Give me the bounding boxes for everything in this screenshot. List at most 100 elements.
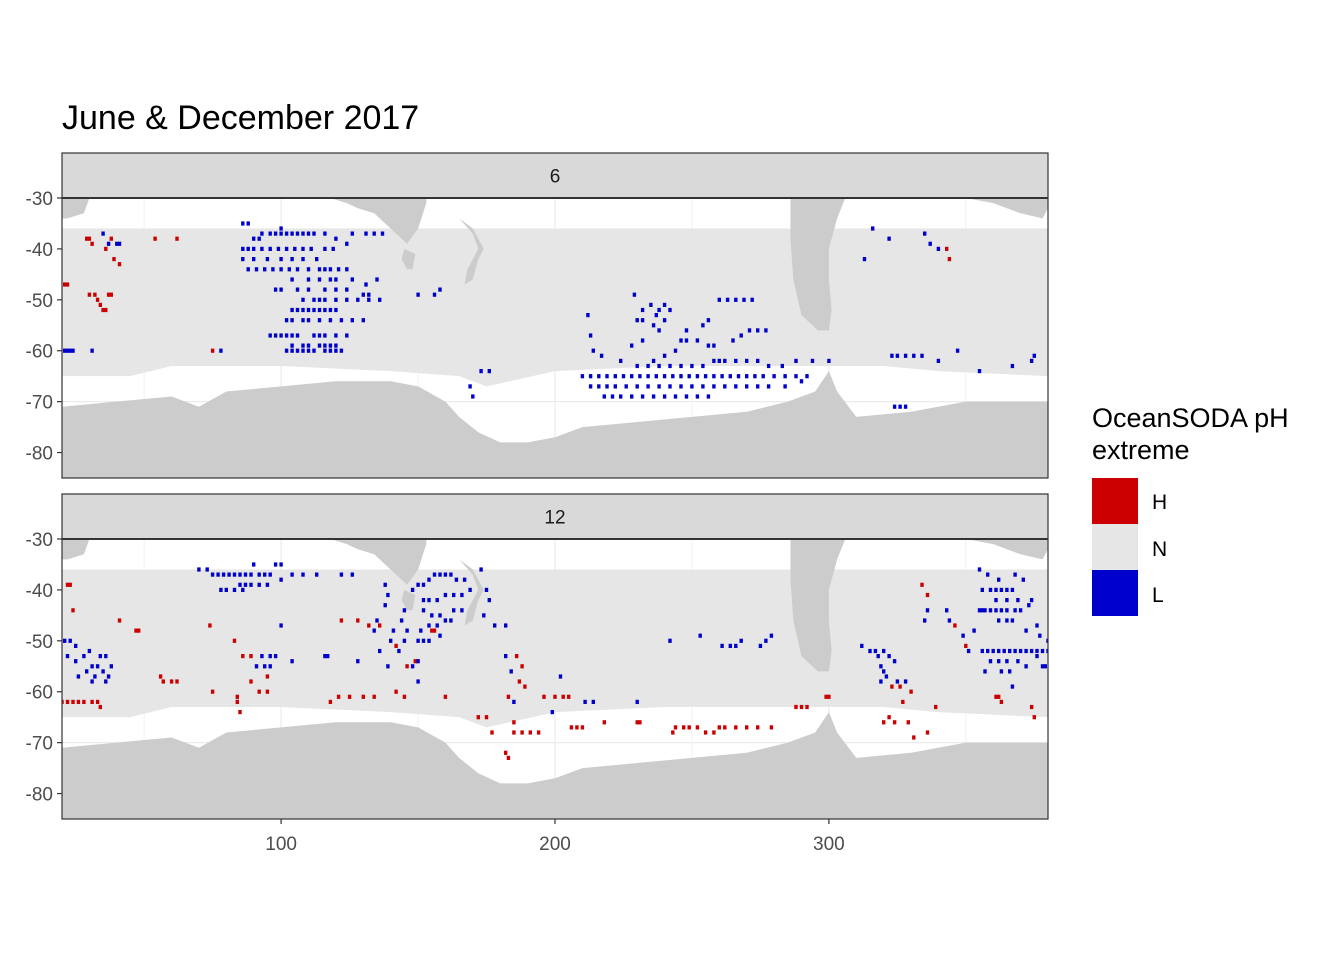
cell-low bbox=[350, 318, 354, 323]
cell-low bbox=[452, 592, 456, 598]
cell-low bbox=[745, 374, 749, 379]
cell-low bbox=[438, 633, 442, 638]
cell-low bbox=[421, 582, 426, 587]
cell-low bbox=[903, 404, 908, 409]
cell-low bbox=[293, 246, 297, 251]
cell-low bbox=[427, 577, 431, 582]
cell-low bbox=[279, 562, 283, 567]
cell-low bbox=[630, 374, 634, 379]
cell-high bbox=[378, 623, 382, 628]
y-tick-label: -60 bbox=[26, 683, 53, 704]
cell-high bbox=[235, 699, 239, 704]
legend-key-normal bbox=[1092, 524, 1138, 570]
cell-low bbox=[323, 297, 327, 302]
cell-low bbox=[438, 287, 442, 292]
cell-low bbox=[109, 664, 113, 669]
cell-low bbox=[734, 643, 738, 648]
cell-high bbox=[892, 720, 897, 725]
cell-high bbox=[158, 674, 163, 679]
cell-low bbox=[988, 587, 993, 592]
cell-high bbox=[169, 679, 174, 684]
cell-low bbox=[312, 307, 316, 313]
cell-low bbox=[416, 292, 420, 297]
cell-high bbox=[65, 282, 70, 287]
cell-low bbox=[290, 333, 294, 338]
cell-low bbox=[936, 246, 941, 251]
cell-low bbox=[668, 363, 672, 369]
cell-low bbox=[1046, 648, 1048, 654]
cell-low bbox=[284, 333, 289, 338]
cell-high bbox=[512, 720, 516, 725]
cell-low bbox=[668, 384, 672, 389]
cell-low bbox=[756, 384, 760, 389]
cell-low bbox=[90, 679, 94, 684]
cell-low bbox=[583, 699, 587, 704]
cell-high bbox=[210, 689, 215, 694]
cell-high bbox=[947, 257, 952, 262]
land-mass bbox=[790, 539, 846, 672]
land-mass bbox=[459, 559, 484, 626]
cell-low bbox=[410, 664, 415, 669]
cell-low bbox=[630, 394, 634, 399]
cell-low bbox=[862, 257, 867, 262]
cell-low bbox=[391, 628, 396, 633]
cell-high bbox=[504, 750, 508, 755]
cell-low bbox=[1005, 659, 1009, 664]
cell-low bbox=[1005, 608, 1009, 613]
cell-low bbox=[312, 348, 316, 353]
cell-high bbox=[925, 592, 930, 598]
cell-low bbox=[586, 313, 590, 318]
cell-high bbox=[235, 694, 239, 699]
cell-high bbox=[328, 699, 333, 704]
cell-low bbox=[668, 307, 672, 313]
cell-low bbox=[997, 659, 1001, 664]
cell-low bbox=[734, 297, 738, 302]
cell-low bbox=[90, 348, 94, 353]
cell-high bbox=[569, 725, 574, 730]
cell-high bbox=[249, 679, 253, 684]
cell-low bbox=[87, 648, 92, 654]
cell-low bbox=[416, 679, 420, 684]
cell-low bbox=[920, 353, 924, 358]
cell-low bbox=[635, 384, 639, 389]
cell-high bbox=[68, 582, 72, 587]
cell-low bbox=[879, 679, 883, 684]
cell-high bbox=[394, 689, 398, 694]
cell-low bbox=[482, 613, 486, 618]
cell-low bbox=[558, 674, 563, 679]
cell-low bbox=[999, 608, 1004, 613]
cell-low bbox=[386, 592, 390, 598]
cell-high bbox=[394, 643, 398, 648]
cell-high bbox=[402, 694, 407, 699]
cell-low bbox=[197, 567, 201, 572]
cell-low bbox=[599, 353, 604, 358]
cell-low bbox=[323, 287, 327, 292]
cell-high bbox=[405, 664, 409, 669]
chart-title: June & December 2017 bbox=[62, 99, 419, 137]
cell-high bbox=[238, 710, 242, 715]
cell-low bbox=[232, 587, 237, 592]
cell-low bbox=[306, 231, 311, 236]
cell-low bbox=[504, 623, 508, 628]
cell-low bbox=[1027, 603, 1031, 608]
cell-low bbox=[591, 348, 595, 353]
ocean-normal-area bbox=[62, 228, 1048, 387]
cell-low bbox=[339, 572, 344, 577]
cell-high bbox=[153, 236, 157, 241]
cell-high bbox=[90, 241, 94, 246]
cell-low bbox=[249, 572, 253, 577]
cell-low bbox=[736, 374, 741, 379]
cell-low bbox=[651, 323, 656, 328]
cell-low bbox=[640, 318, 645, 323]
cell-low bbox=[219, 348, 223, 353]
cell-high bbox=[175, 679, 179, 684]
cell-low bbox=[279, 257, 283, 262]
cell-low bbox=[1005, 587, 1009, 592]
cell-low bbox=[745, 384, 749, 389]
cell-low bbox=[887, 654, 891, 659]
cell-low bbox=[613, 384, 617, 389]
cell-low bbox=[892, 659, 897, 664]
cell-high bbox=[769, 725, 774, 730]
facet-panel-12: 12 -30 -40 -50 -60 -70 -80 bbox=[26, 493, 1049, 820]
cell-low bbox=[306, 318, 311, 323]
